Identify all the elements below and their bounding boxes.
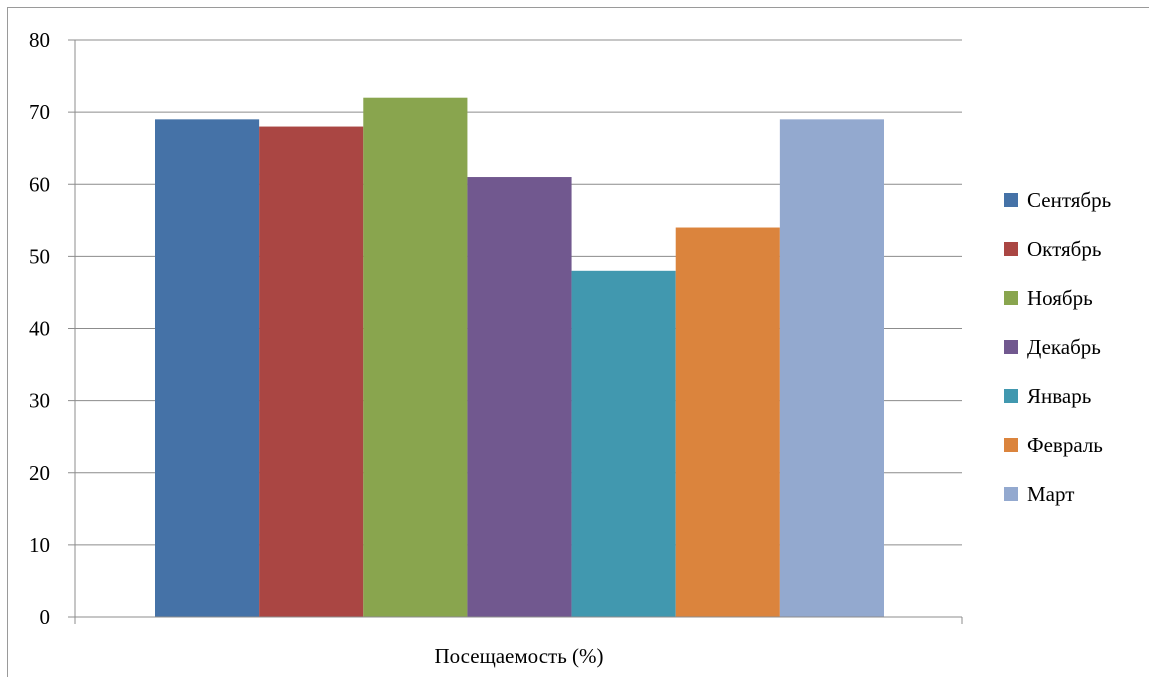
legend-label: Февраль bbox=[1027, 433, 1103, 457]
y-tick-label: 0 bbox=[40, 605, 51, 629]
legend-label: Декабрь bbox=[1027, 335, 1101, 359]
y-tick-label: 10 bbox=[29, 533, 50, 557]
y-tick-label: 70 bbox=[29, 100, 50, 124]
legend-label: Октябрь bbox=[1027, 237, 1101, 261]
legend-label: Сентябрь bbox=[1027, 188, 1111, 212]
legend-swatch bbox=[1004, 291, 1018, 305]
bar-3 bbox=[363, 97, 468, 617]
chart-frame bbox=[7, 7, 1149, 677]
y-tick-label: 20 bbox=[29, 461, 50, 485]
bar-2 bbox=[259, 126, 364, 618]
legend-swatch bbox=[1004, 242, 1018, 256]
y-tick-label: 40 bbox=[29, 317, 50, 341]
legend-label: Март bbox=[1027, 482, 1074, 506]
bar-6 bbox=[675, 227, 780, 617]
bar-1 bbox=[155, 119, 260, 618]
y-tick-label: 30 bbox=[29, 389, 50, 413]
y-tick-labels: 0 10 20 30 40 50 60 70 80 bbox=[29, 28, 50, 629]
legend-swatch bbox=[1004, 340, 1018, 354]
legend: Сентябрь Октябрь Ноябрь Декабрь Январь Феврал… bbox=[1004, 188, 1111, 506]
y-tick-label: 80 bbox=[29, 28, 50, 52]
legend-label: Ноябрь bbox=[1027, 286, 1093, 310]
bar-7 bbox=[779, 119, 884, 618]
legend-swatch bbox=[1004, 193, 1018, 207]
y-tick-label: 50 bbox=[29, 244, 50, 268]
axes bbox=[68, 39, 963, 624]
x-axis-title: Посещаемость (%) bbox=[434, 644, 603, 668]
legend-swatch bbox=[1004, 389, 1018, 403]
bar-4 bbox=[467, 177, 572, 617]
y-tick-label: 60 bbox=[29, 172, 50, 196]
legend-label: Январь bbox=[1027, 384, 1091, 408]
legend-swatch bbox=[1004, 487, 1018, 501]
legend-swatch bbox=[1004, 438, 1018, 452]
bar-5 bbox=[571, 270, 676, 617]
bars bbox=[155, 97, 884, 618]
